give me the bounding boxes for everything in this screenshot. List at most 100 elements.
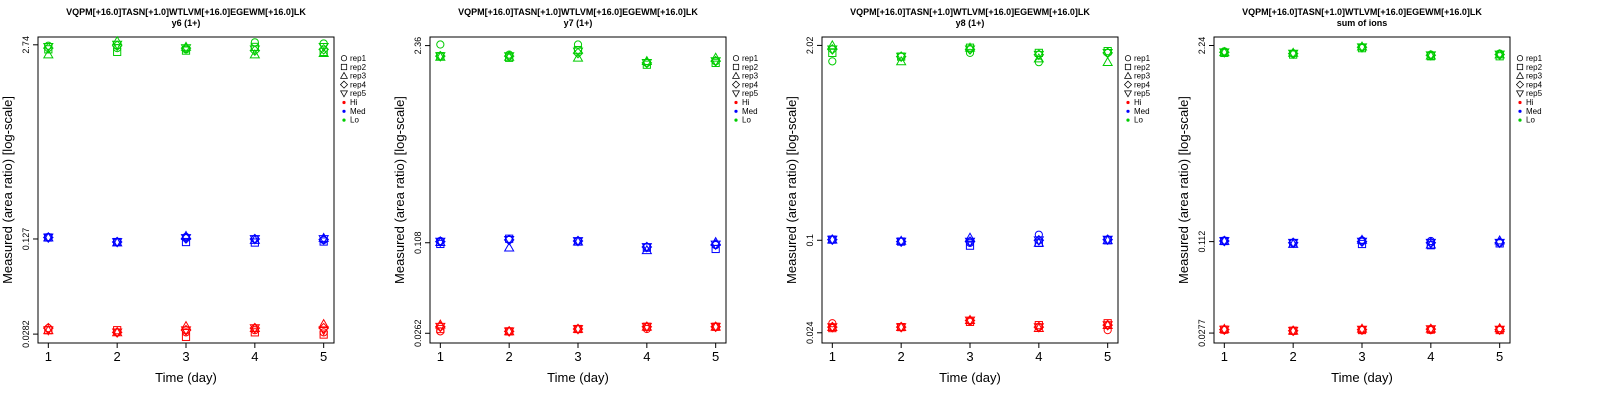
legend-item-rep2: rep2: [1134, 63, 1151, 72]
y-tick-label: 0.127: [21, 228, 31, 251]
plot-frame: [1213, 36, 1511, 344]
data-point-hi-rep3-day1: [826, 321, 838, 331]
data-point-lo-rep3-day4: [249, 49, 261, 59]
x-tick-label: 1: [437, 349, 444, 364]
legend-dot-hi: [1518, 100, 1522, 105]
data-point-hi-rep1-day3: [181, 328, 191, 337]
data-point-hi-rep5-day4: [249, 324, 261, 334]
y-tick-label: 2.36: [413, 37, 423, 55]
legend-item-rep2: rep2: [350, 63, 367, 72]
data-point-hi-rep5-day3: [572, 325, 584, 335]
legend-item-hi: Hi: [350, 98, 358, 107]
data-point-lo-rep3-day1: [42, 49, 54, 59]
data-point-hi-rep3-day1: [42, 324, 54, 335]
x-axis-label: Time (day): [1331, 370, 1393, 385]
data-point-hi-rep5-day4: [641, 322, 653, 333]
y-tick-label: 2.24: [1197, 37, 1207, 55]
data-point-lo-rep3-day4: [1033, 53, 1045, 63]
data-point-hi-rep2-day3: [181, 332, 191, 341]
data-point-lo-rep5-day5: [1102, 49, 1114, 59]
data-point-hi-rep5-day3: [1356, 325, 1368, 336]
data-point-lo-rep5-day1: [434, 52, 446, 62]
legend-symbol-rep5: [731, 90, 741, 98]
legend-item-med: Med: [350, 107, 366, 116]
data-point-med-rep2-day3: [181, 237, 191, 247]
data-point-hi-rep5-day5: [318, 326, 330, 336]
data-point-hi-rep5-day1: [826, 323, 838, 333]
data-point-med-rep3-day2: [503, 242, 515, 252]
data-point-hi-rep3-day5: [1102, 319, 1114, 330]
plot-frame: [37, 36, 335, 344]
data-point-med-rep5-day5: [710, 240, 722, 251]
legend-dot-lo: [1518, 118, 1522, 122]
data-point-hi-rep5-day2: [503, 327, 515, 337]
legend-dot-med: [1126, 109, 1130, 113]
legend-symbol-rep5: [1123, 90, 1133, 98]
legend-item-rep5: rep5: [1134, 89, 1151, 98]
data-point-hi-rep5-day5: [710, 322, 722, 333]
y-tick-label: 0.0262: [413, 320, 423, 348]
legend-symbol-rep5: [339, 90, 349, 98]
data-point-lo-rep1-day1: [828, 57, 837, 66]
legend-symbol-rep3: [1123, 71, 1133, 79]
x-axis-label: Time (day): [155, 370, 217, 385]
data-point-med-rep5-day3: [180, 234, 192, 244]
data-point-med-rep5-day2: [111, 238, 123, 248]
chart-title: VQPM[+16.0]TASN[+1.0]WTLVM[+16.0]EGEWM[+…: [850, 7, 1090, 17]
legend-item-rep5: rep5: [1526, 89, 1543, 98]
legend-item-hi: Hi: [1134, 98, 1142, 107]
data-point-med-rep2-day4: [1426, 241, 1435, 250]
legend-dot-lo: [342, 118, 346, 122]
data-point-lo-rep3-day1: [1218, 46, 1230, 57]
x-tick-label: 2: [114, 349, 121, 364]
y-tick-label: 2.02: [805, 37, 815, 55]
data-point-hi-rep3-day2: [503, 325, 515, 336]
data-point-hi-rep3-day3: [180, 320, 192, 330]
data-point-lo-rep5-day2: [1287, 49, 1299, 60]
data-point-lo-rep3-day2: [111, 35, 123, 46]
x-tick-label: 3: [966, 349, 973, 364]
data-point-lo-rep5-day1: [42, 43, 54, 53]
data-point-med-rep5-day3: [964, 237, 976, 248]
y-tick-label: 0.1: [805, 234, 815, 247]
data-point-lo-rep5-day3: [1356, 43, 1368, 53]
data-point-hi-rep3-day4: [1425, 323, 1437, 333]
data-point-med-rep5-day5: [318, 235, 330, 245]
legend-dot-hi: [1126, 100, 1130, 105]
data-point-lo-rep1-day4: [250, 38, 259, 47]
chart-title: VQPM[+16.0]TASN[+1.0]WTLVM[+16.0]EGEWM[+…: [1242, 7, 1482, 17]
data-point-lo-rep3-day5: [1102, 56, 1114, 67]
y-tick-label: 2.74: [21, 36, 31, 54]
x-tick-label: 3: [182, 349, 189, 364]
legend-symbol-rep1: [1124, 55, 1132, 62]
data-point-med-rep5-day2: [503, 235, 515, 246]
data-point-med-rep5-day3: [572, 237, 584, 247]
data-point-hi-rep5-day3: [180, 326, 192, 336]
data-point-hi-rep5-day5: [1102, 321, 1114, 331]
legend-symbol-rep3: [339, 71, 349, 79]
data-point-med-rep3-day1: [826, 234, 838, 244]
data-point-hi-rep3-day1: [1218, 323, 1230, 333]
y-axis-label: Measured (area ratio) [log-scale]: [392, 96, 407, 284]
data-point-lo-rep5-day2: [111, 40, 123, 51]
legend-item-rep3: rep3: [350, 72, 367, 81]
data-point-lo-rep5-day5: [710, 57, 722, 67]
data-point-med-rep5-day3: [1356, 237, 1368, 248]
x-tick-label: 2: [1290, 349, 1297, 364]
data-point-lo-rep5-day4: [249, 45, 261, 55]
legend-dot-hi: [734, 100, 738, 105]
data-point-hi-rep2-day5: [319, 330, 328, 339]
data-point-hi-rep5-day4: [1425, 325, 1437, 335]
y-axis-label: Measured (area ratio) [log-scale]: [0, 96, 15, 284]
data-point-med-rep5-day4: [641, 243, 653, 253]
legend-item-med: Med: [1526, 107, 1542, 116]
x-tick-label: 4: [643, 349, 650, 364]
y-axis-label: Measured (area ratio) [log-scale]: [784, 96, 799, 284]
legend-item-rep4: rep4: [350, 80, 367, 89]
data-point-hi-rep5-day2: [1287, 326, 1299, 337]
data-point-hi-rep5-day4: [1033, 323, 1045, 333]
data-point-hi-rep3-day4: [641, 321, 653, 331]
